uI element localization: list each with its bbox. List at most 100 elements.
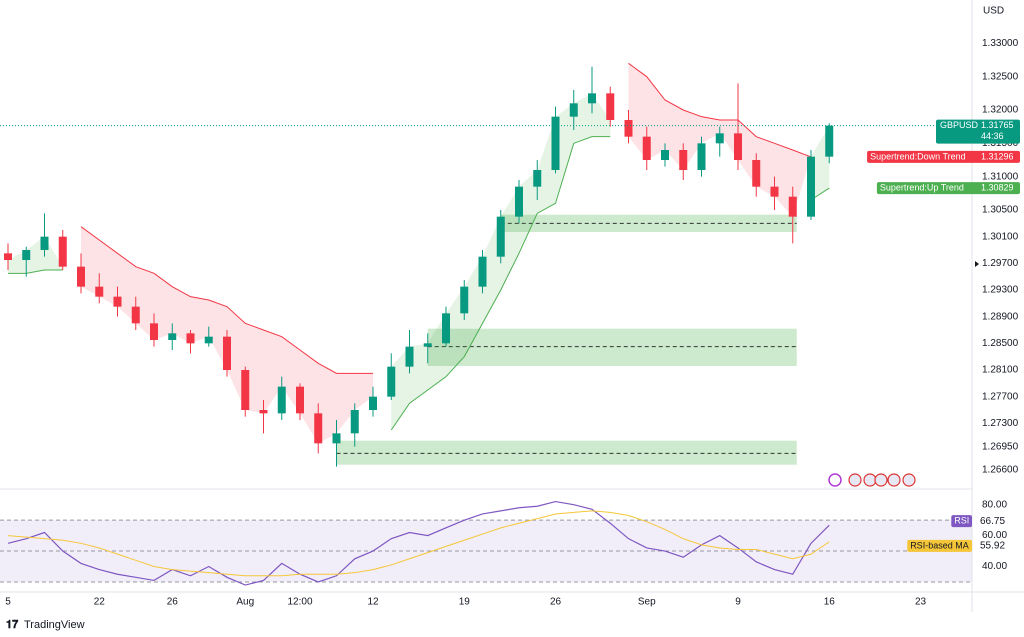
candle-body bbox=[259, 410, 268, 414]
rsi-value-bg bbox=[974, 515, 1020, 528]
candle-body bbox=[569, 103, 578, 117]
y-tick-label: 1.29300 bbox=[982, 285, 1019, 296]
rsi-tick-label: 60.00 bbox=[982, 530, 1007, 541]
event-icons bbox=[828, 473, 916, 487]
y-tick-label: 1.32500 bbox=[982, 71, 1019, 82]
currency: USD bbox=[983, 6, 1004, 17]
candle-body bbox=[77, 266, 85, 287]
indicator-name: Supertrend:Down Trend bbox=[870, 151, 966, 161]
indicator-tag bbox=[876, 182, 1020, 195]
supertrend-line bbox=[80, 226, 373, 374]
y-tick-label: 1.28100 bbox=[982, 365, 1019, 376]
x-tick-label: Sep bbox=[638, 597, 656, 608]
rsi-line bbox=[7, 500, 830, 586]
candle-body bbox=[223, 336, 231, 370]
candle-body bbox=[442, 313, 450, 344]
countdown: 44:36 bbox=[981, 131, 1004, 141]
trend-fill bbox=[811, 125, 830, 200]
candle-body bbox=[515, 186, 523, 217]
x-tick-label: 12:00 bbox=[287, 597, 312, 608]
rsi-tick-label: 40.00 bbox=[982, 561, 1007, 572]
x-tick-label: 9 bbox=[735, 597, 741, 608]
y-tick-label: 1.31000 bbox=[982, 171, 1019, 182]
candle-body bbox=[241, 370, 250, 410]
candle-body bbox=[369, 396, 377, 410]
candle-body bbox=[4, 253, 12, 260]
candle-body bbox=[332, 433, 341, 444]
rsi-value: 55.92 bbox=[980, 541, 1005, 552]
candle-body bbox=[606, 93, 615, 120]
logo: 𝟏𝟕 TradingView bbox=[6, 619, 85, 631]
candle-body bbox=[204, 336, 213, 344]
supertrend-line bbox=[390, 136, 611, 431]
candle-body bbox=[679, 150, 688, 170]
candle-body bbox=[734, 133, 742, 160]
candle-body bbox=[533, 170, 542, 187]
candle-body bbox=[661, 150, 669, 160]
y-tick-label: 1.30100 bbox=[982, 231, 1019, 242]
x-tick-label: 5 bbox=[5, 597, 11, 608]
candle-body bbox=[277, 386, 286, 414]
x-tick-label: 16 bbox=[824, 597, 836, 608]
y-tick-label: 1.33000 bbox=[982, 38, 1019, 49]
rsi-tag-name: RSI bbox=[954, 516, 969, 526]
rsi-tag bbox=[907, 539, 972, 552]
candle-body bbox=[150, 323, 158, 340]
rsi-tick-label: 80.00 bbox=[982, 499, 1007, 510]
candle-body bbox=[186, 333, 195, 344]
rsi-tag-name: RSI-based MA bbox=[910, 540, 969, 550]
y-tick-label: 1.26950 bbox=[982, 441, 1019, 452]
logo-mark: 𝟏𝟕 bbox=[6, 619, 19, 631]
candle-body bbox=[807, 156, 815, 217]
x-tick-label: 12 bbox=[367, 597, 379, 608]
x-tick-label: 23 bbox=[915, 597, 927, 608]
candle-body bbox=[588, 93, 596, 104]
candle-body bbox=[405, 346, 414, 367]
candle-body bbox=[551, 116, 560, 170]
x-tick-label: 22 bbox=[94, 597, 106, 608]
candle-body bbox=[314, 413, 323, 444]
candle-body bbox=[496, 216, 505, 257]
candle-body bbox=[168, 333, 177, 340]
rsi-value-bg bbox=[974, 539, 1020, 552]
candle-body bbox=[40, 236, 49, 250]
candle-body bbox=[387, 366, 396, 397]
candle-body bbox=[624, 120, 633, 137]
candle-body bbox=[22, 250, 31, 260]
y-tick-label: 1.29700 bbox=[982, 258, 1019, 269]
x-tick-label: Aug bbox=[236, 597, 254, 608]
candle-body bbox=[752, 160, 761, 187]
indicator-tag bbox=[867, 150, 1020, 163]
candle-body bbox=[131, 306, 140, 324]
supertrend-line bbox=[8, 269, 63, 274]
price-tag-value: 1.31765 bbox=[981, 120, 1014, 130]
indicator-name: Supertrend:Up Trend bbox=[880, 182, 964, 192]
candle-body bbox=[58, 236, 67, 267]
candle-body bbox=[478, 256, 487, 287]
candle-body bbox=[460, 286, 469, 314]
candle-body bbox=[95, 286, 104, 297]
y-tick-label: 1.26600 bbox=[982, 465, 1019, 476]
candle-body bbox=[825, 125, 834, 157]
zone bbox=[427, 328, 797, 366]
rsi-line bbox=[7, 510, 830, 577]
rsi-tag bbox=[951, 515, 972, 528]
y-tick-label: 1.32000 bbox=[982, 105, 1019, 116]
y-tick-label: 1.28900 bbox=[982, 311, 1019, 322]
y-tick-label: 1.28500 bbox=[982, 338, 1019, 349]
candle-body bbox=[113, 296, 122, 307]
brand: TradingView bbox=[24, 619, 85, 631]
candle-body bbox=[770, 186, 779, 197]
candle-body bbox=[715, 133, 724, 144]
plot-layer bbox=[0, 62, 972, 586]
candle-body bbox=[642, 136, 651, 160]
y-tick-label: 1.30500 bbox=[982, 205, 1019, 216]
symbol-tag: GBPUSD bbox=[940, 120, 979, 130]
candle-body bbox=[296, 386, 304, 414]
price-tag bbox=[936, 119, 1020, 144]
axis-marker bbox=[975, 261, 979, 267]
trend-fill bbox=[628, 63, 811, 217]
x-tick-label: 26 bbox=[167, 597, 179, 608]
